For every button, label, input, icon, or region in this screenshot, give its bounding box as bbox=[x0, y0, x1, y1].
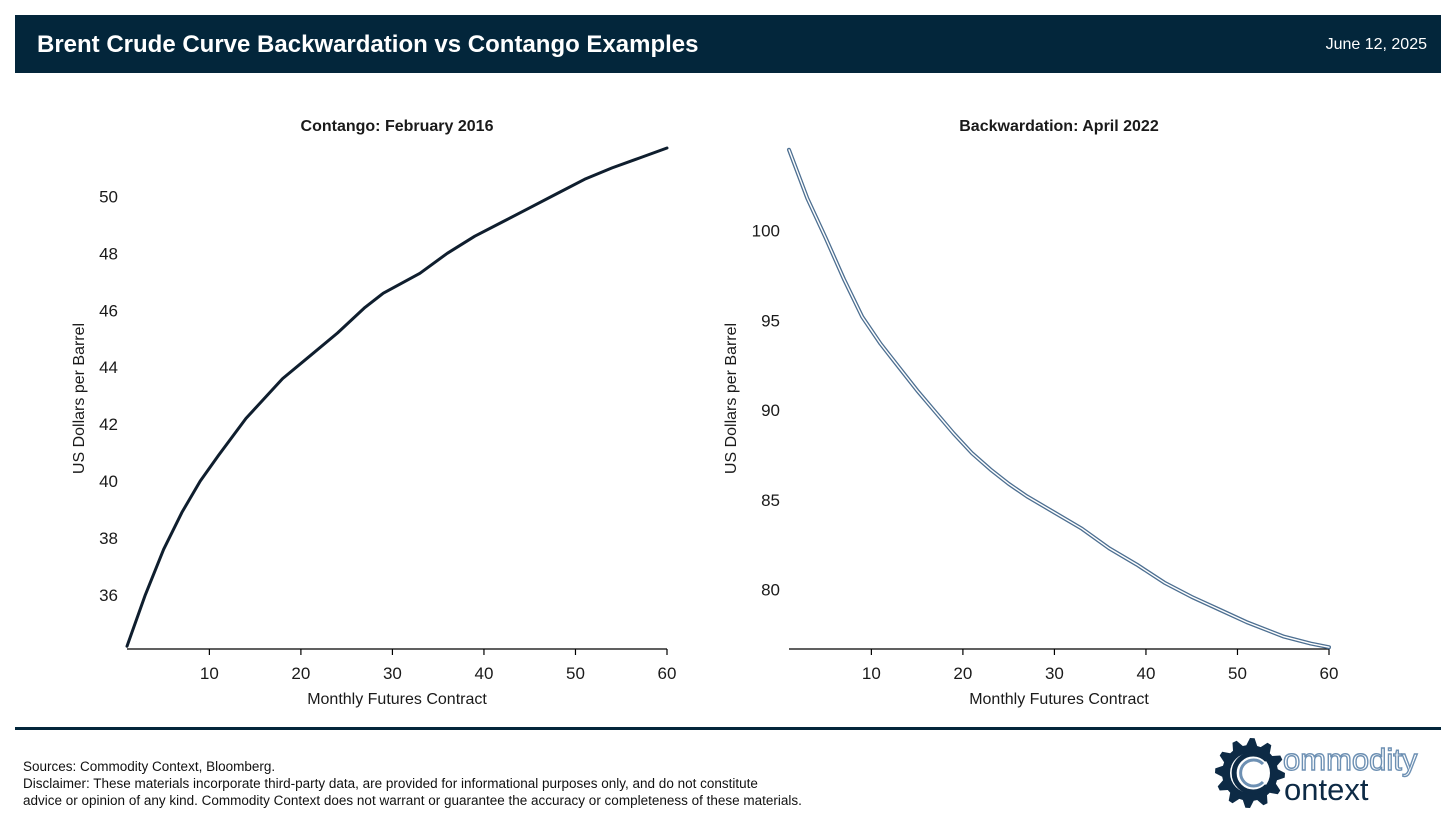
y-tick-label: 80 bbox=[761, 581, 780, 600]
disclaimer-line-1: Disclaimer: These materials incorporate … bbox=[23, 776, 758, 791]
logo-word-commodity: ommodity bbox=[1283, 742, 1418, 777]
x-tick-label: 20 bbox=[291, 664, 310, 683]
sources-text: Sources: Commodity Context, Bloomberg. bbox=[23, 759, 276, 774]
series-line-highlight bbox=[788, 149, 1330, 648]
x-axis-label: Monthly Futures Contract bbox=[307, 691, 487, 708]
y-tick-label: 46 bbox=[99, 301, 118, 320]
y-tick-label: 38 bbox=[99, 529, 118, 548]
x-tick-label: 40 bbox=[1136, 664, 1155, 683]
disclaimer-line-2: advice or opinion of any kind. Commodity… bbox=[23, 793, 802, 808]
x-tick-label: 60 bbox=[658, 664, 677, 683]
footer-notes: Sources: Commodity Context, Bloomberg. D… bbox=[23, 758, 802, 809]
header-banner: Brent Crude Curve Backwardation vs Conta… bbox=[15, 15, 1441, 73]
x-tick-label: 10 bbox=[862, 664, 881, 683]
y-tick-label: 42 bbox=[99, 415, 118, 434]
series-line-outline bbox=[787, 147, 1331, 650]
footer-divider bbox=[15, 727, 1441, 730]
chart-title: Backwardation: April 2022 bbox=[959, 118, 1159, 135]
x-tick-label: 60 bbox=[1320, 664, 1339, 683]
x-tick-label: 30 bbox=[383, 664, 402, 683]
x-tick-label: 50 bbox=[566, 664, 585, 683]
chart-panel-2: Backwardation: April 2022 10 20 30 40 50 60 80 8… bbox=[723, 118, 1338, 708]
chart-panel-1: Contango: February 2016 10 20 30 40 50 60 36 38 4… bbox=[71, 118, 676, 708]
y-tick-label: 50 bbox=[99, 187, 118, 206]
x-tick-label: 30 bbox=[1045, 664, 1064, 683]
commodity-context-logo: ommodity ontext bbox=[1215, 738, 1419, 808]
y-tick-label: 100 bbox=[752, 222, 780, 241]
y-tick-label: 40 bbox=[99, 472, 118, 491]
gear-c-logo-icon bbox=[1215, 738, 1285, 808]
x-axis-label: Monthly Futures Contract bbox=[969, 691, 1149, 708]
y-tick-label: 36 bbox=[99, 586, 118, 605]
chart-title: Contango: February 2016 bbox=[301, 118, 494, 135]
y-tick-label: 44 bbox=[99, 358, 118, 377]
y-tick-label: 90 bbox=[761, 401, 780, 420]
x-tick-label: 20 bbox=[953, 664, 972, 683]
x-tick-label: 40 bbox=[474, 664, 493, 683]
report-date: June 12, 2025 bbox=[1325, 36, 1427, 53]
x-tick-label: 50 bbox=[1228, 664, 1247, 683]
y-axis-label: US Dollars per Barrel bbox=[723, 323, 740, 474]
series-line bbox=[125, 146, 669, 648]
y-tick-label: 95 bbox=[761, 311, 780, 330]
x-tick-label: 10 bbox=[200, 664, 219, 683]
y-tick-label: 85 bbox=[761, 491, 780, 510]
logo-word-context: ontext bbox=[1284, 772, 1369, 807]
y-tick-label: 48 bbox=[99, 244, 118, 263]
y-axis-label: US Dollars per Barrel bbox=[71, 323, 88, 474]
page-title: Brent Crude Curve Backwardation vs Conta… bbox=[37, 31, 699, 58]
